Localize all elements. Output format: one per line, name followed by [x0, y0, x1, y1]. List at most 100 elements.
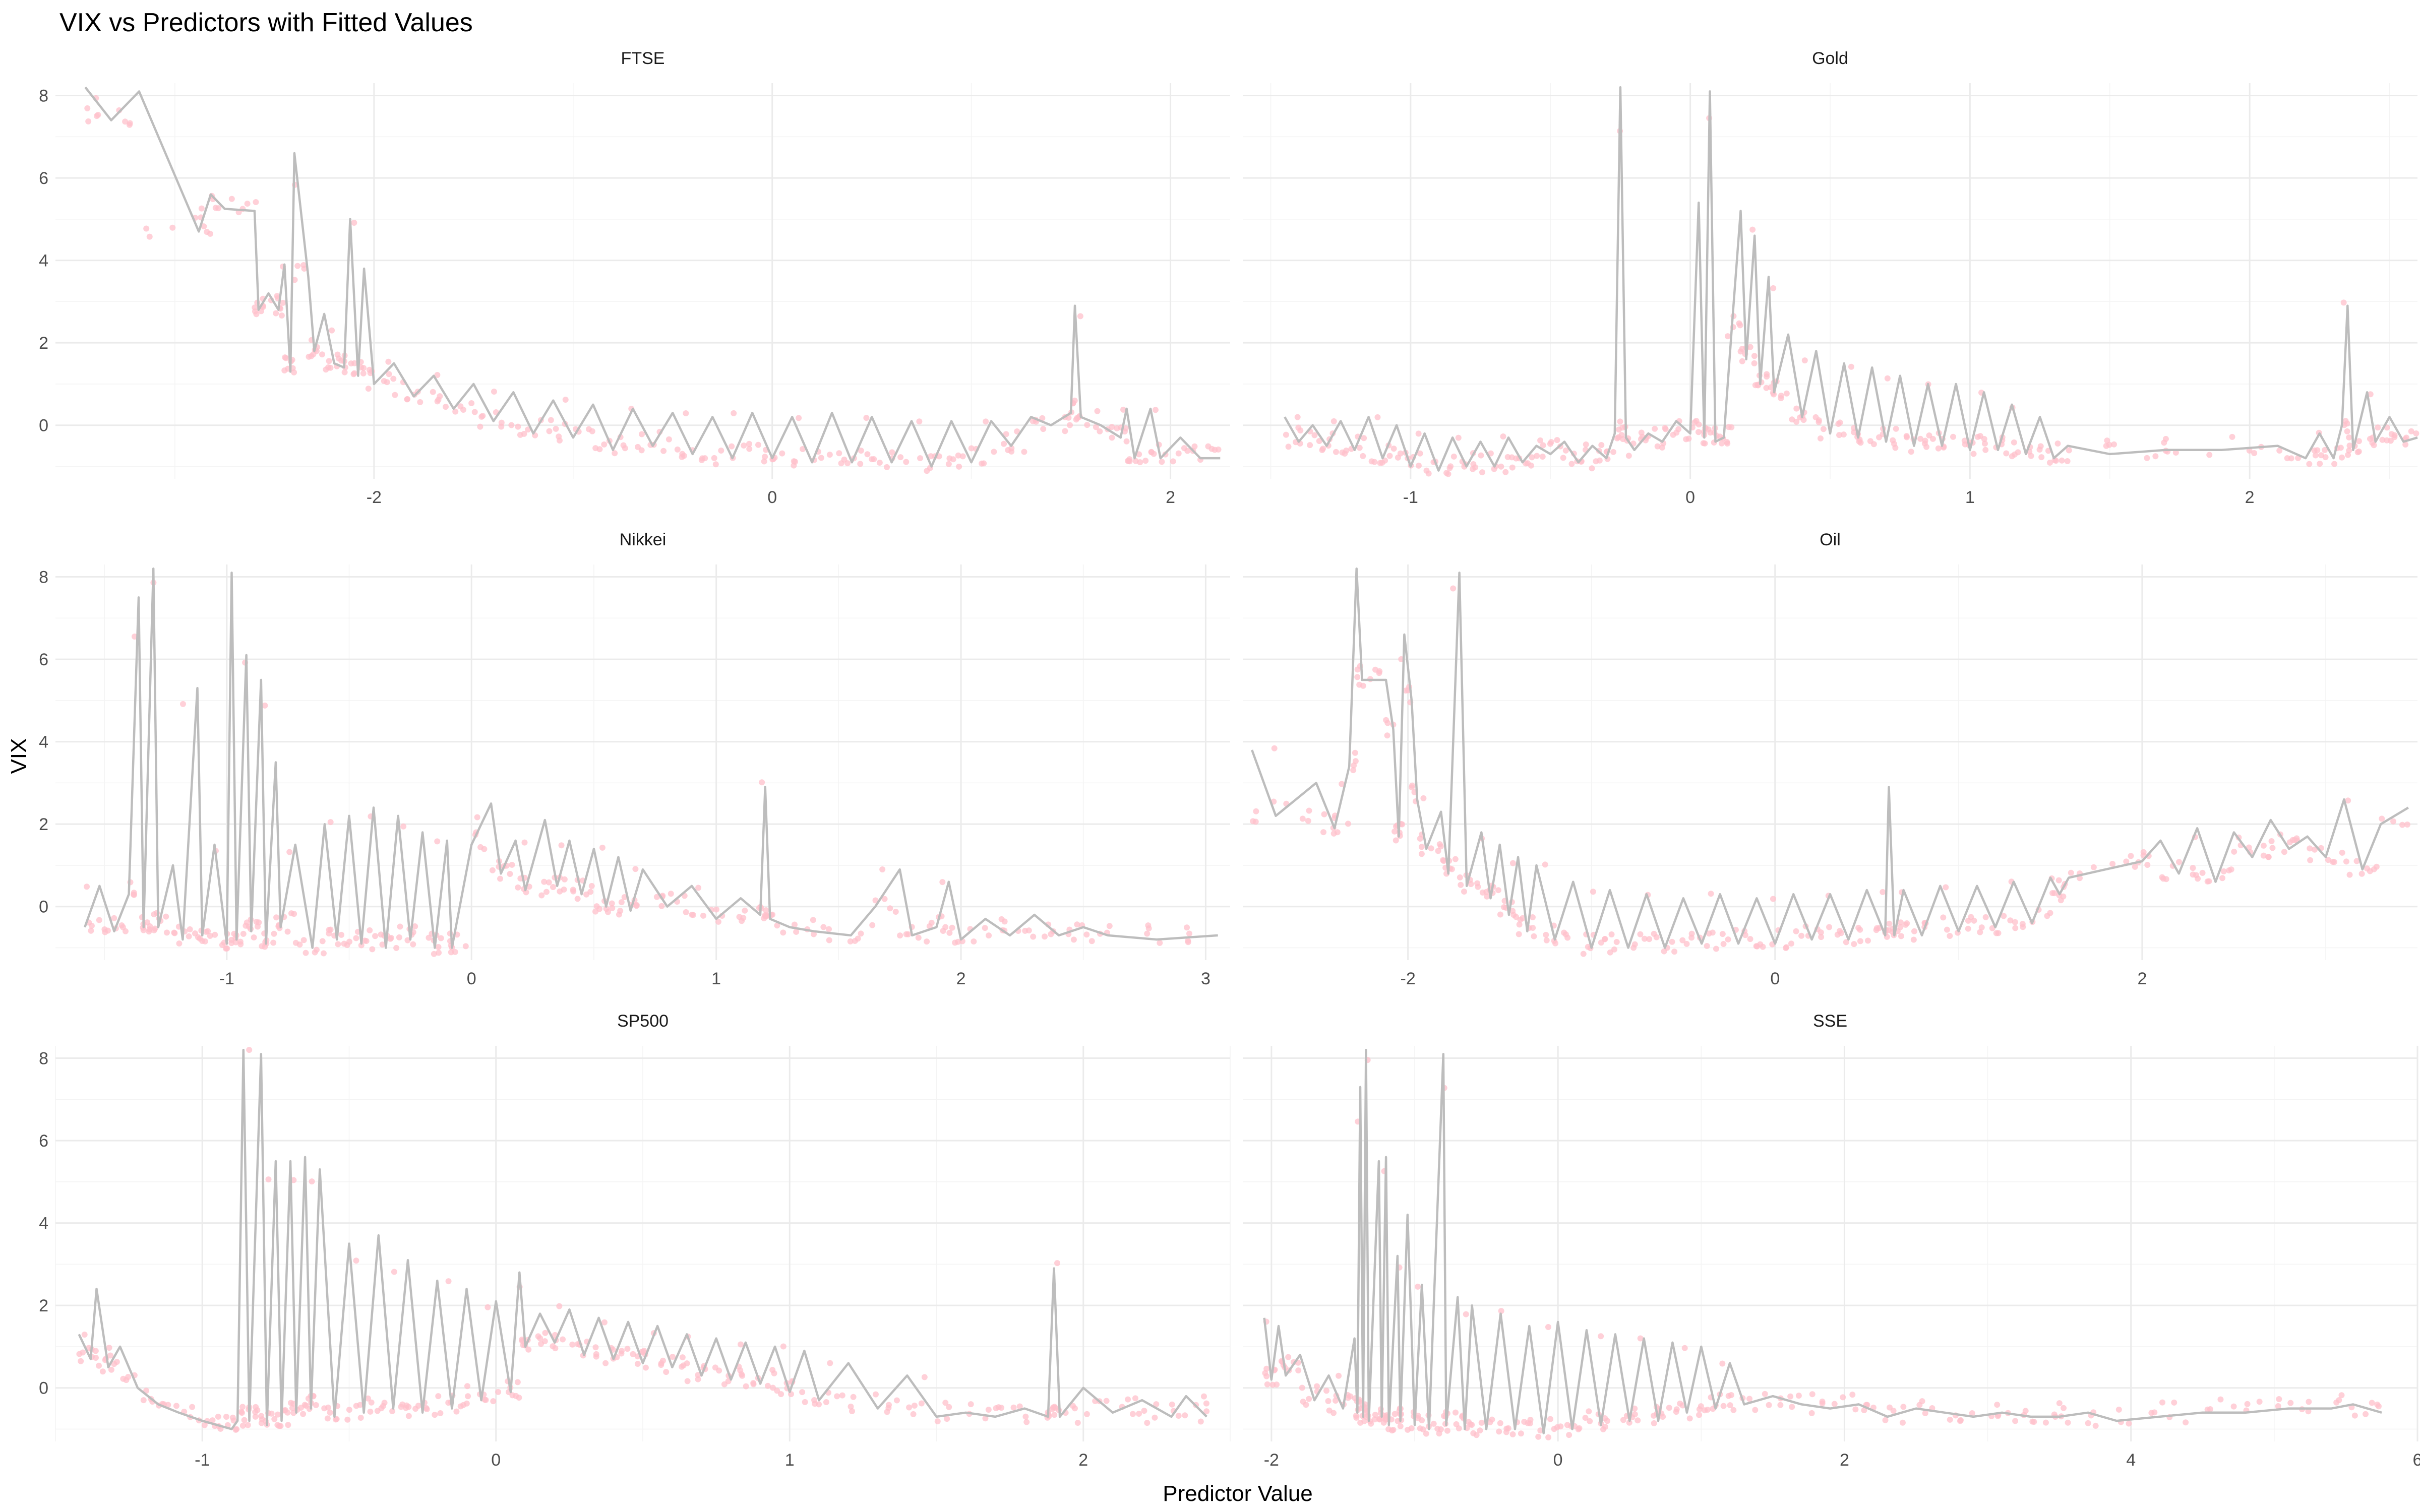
- panel-label-ftse: FTSE: [621, 49, 665, 68]
- data-point: [1801, 357, 1808, 364]
- data-point: [278, 312, 285, 319]
- data-point: [684, 1360, 690, 1367]
- data-point: [84, 105, 91, 111]
- data-point: [1587, 1418, 1593, 1424]
- data-point: [684, 1378, 691, 1384]
- data-point: [2219, 875, 2225, 881]
- data-point: [2022, 1408, 2029, 1414]
- data-point: [954, 938, 961, 945]
- data-point: [2367, 391, 2374, 398]
- data-point: [1819, 1400, 1826, 1407]
- data-point: [1793, 405, 1800, 412]
- data-point: [1030, 418, 1036, 424]
- data-point: [561, 876, 568, 883]
- data-point: [1353, 1414, 1360, 1421]
- data-point: [681, 453, 687, 459]
- data-point: [1141, 1408, 1147, 1414]
- data-point: [872, 1391, 879, 1398]
- data-point: [1751, 360, 1758, 366]
- data-point: [1637, 931, 1644, 937]
- data-point: [1495, 887, 1501, 894]
- data-point: [1816, 417, 1822, 424]
- data-point: [1728, 424, 1735, 430]
- data-point: [1051, 1404, 1058, 1410]
- data-point: [1537, 437, 1544, 444]
- data-point: [553, 425, 559, 432]
- data-point: [327, 1409, 333, 1416]
- data-point: [1021, 449, 1027, 455]
- data-point: [1334, 829, 1341, 836]
- data-point: [1014, 428, 1020, 435]
- data-point: [810, 931, 817, 937]
- data-point: [176, 940, 183, 947]
- data-point: [1051, 1412, 1058, 1418]
- data-point: [700, 912, 706, 919]
- data-point: [106, 1345, 112, 1351]
- data-point: [1673, 1406, 1680, 1413]
- data-point: [847, 938, 854, 944]
- data-point: [663, 1369, 670, 1375]
- data-point: [326, 927, 332, 933]
- x-tick-label: 1: [785, 1451, 795, 1470]
- data-point: [1566, 1432, 1572, 1438]
- data-point: [855, 935, 861, 942]
- data-point: [1458, 881, 1464, 888]
- data-point: [884, 1409, 890, 1415]
- data-point: [1497, 1420, 1503, 1426]
- data-point: [816, 1401, 822, 1408]
- data-point: [2152, 453, 2159, 460]
- data-point: [2346, 447, 2352, 454]
- data-point: [1271, 745, 1278, 751]
- x-tick-label: -2: [367, 488, 382, 507]
- data-point: [2012, 1418, 2019, 1424]
- data-point: [562, 396, 569, 403]
- data-point: [1893, 425, 1899, 432]
- observed-points-sse: [1262, 1057, 2382, 1440]
- data-point: [668, 891, 674, 897]
- data-point: [353, 935, 359, 941]
- data-point: [282, 354, 288, 361]
- data-point: [630, 1351, 636, 1357]
- data-point: [1500, 433, 1506, 439]
- data-point: [2307, 857, 2314, 863]
- data-point: [1586, 1408, 1592, 1415]
- data-point: [521, 839, 528, 846]
- data-point: [1783, 945, 1789, 952]
- data-point: [632, 866, 639, 872]
- data-point: [2001, 913, 2007, 919]
- data-point: [915, 934, 922, 941]
- data-point: [658, 903, 665, 909]
- data-point: [2175, 859, 2182, 865]
- data-point: [1534, 453, 1540, 459]
- data-point: [939, 879, 946, 886]
- data-point: [1899, 1419, 1906, 1426]
- data-point: [270, 939, 277, 946]
- data-point: [348, 360, 354, 367]
- data-point: [602, 1360, 609, 1366]
- data-point: [2066, 447, 2072, 454]
- x-tick-label: 0: [767, 488, 777, 507]
- data-point: [1848, 363, 1854, 370]
- data-point: [1415, 462, 1422, 469]
- data-point: [893, 1397, 900, 1404]
- data-point: [131, 891, 137, 898]
- data-point: [1904, 434, 1910, 440]
- data-point: [417, 399, 424, 405]
- data-point: [743, 1383, 749, 1390]
- data-point: [338, 931, 345, 938]
- data-point: [1428, 845, 1434, 852]
- data-point: [1343, 447, 1350, 454]
- data-point: [1142, 458, 1149, 464]
- data-point: [1330, 418, 1337, 424]
- data-point: [1993, 930, 2000, 936]
- data-point: [2244, 1401, 2251, 1407]
- data-point: [2343, 858, 2349, 865]
- data-point: [910, 1411, 917, 1417]
- data-point: [731, 410, 737, 416]
- data-point: [2090, 864, 2097, 870]
- data-point: [2061, 1405, 2067, 1411]
- data-point: [1763, 385, 1770, 391]
- data-point: [435, 943, 442, 950]
- data-point: [959, 453, 966, 460]
- data-point: [81, 1331, 88, 1338]
